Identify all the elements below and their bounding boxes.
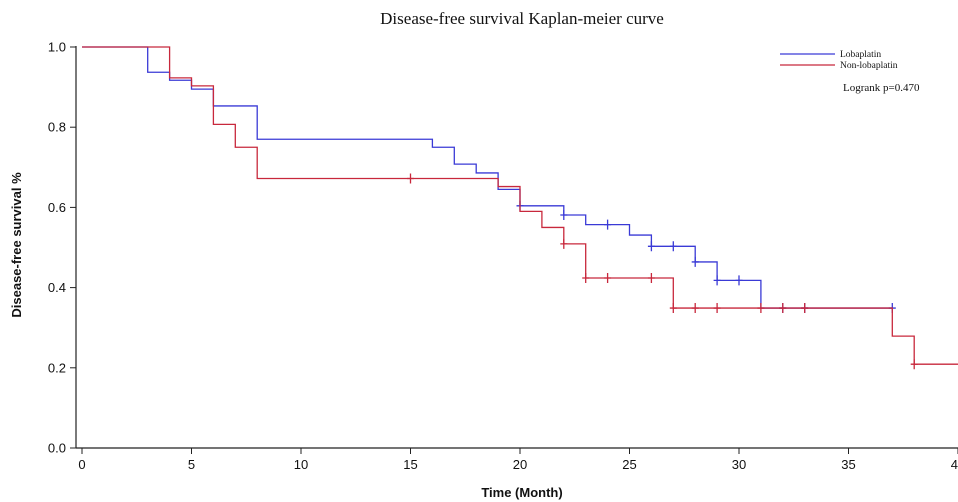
censor-mark-lobaplatin-4: [669, 241, 677, 252]
series-layer: [82, 46, 958, 370]
y-ticks: 0.0 0.2 0.4 0.6 0.8 1.0: [48, 40, 76, 456]
censor-mark-lobaplatin-5: [691, 256, 699, 267]
censor-mark-lobaplatin-2: [604, 219, 612, 230]
y-tick-label-0.2: 0.2: [48, 360, 66, 375]
x-tick-label-15: 15: [403, 457, 417, 472]
x-tick-label-20: 20: [513, 457, 527, 472]
censor-mark-lobaplatin-7: [735, 275, 743, 286]
y-tick-label-0.6: 0.6: [48, 200, 66, 215]
censor-mark-non-lobaplatin-5: [669, 303, 677, 314]
x-tick-label-40: 40: [951, 457, 958, 472]
legend: Lobaplatin Non-lobaplatin: [780, 50, 898, 71]
x-ticks: 0 5 10 15 20 25 30 35 40: [78, 448, 958, 472]
censor-mark-non-lobaplatin-0: [407, 173, 414, 184]
censor-mark-lobaplatin-1: [560, 210, 568, 221]
legend-label-non-lobaplatin: Non-lobaplatin: [840, 61, 898, 71]
censor-mark-non-lobaplatin-6: [691, 303, 699, 314]
censor-mark-non-lobaplatin-10: [801, 303, 809, 314]
x-axis-label: Time (Month): [481, 485, 562, 500]
censor-mark-non-lobaplatin-9: [779, 303, 787, 314]
km-curve-lobaplatin: [82, 46, 893, 309]
censor-mark-non-lobaplatin-3: [604, 272, 612, 283]
y-tick-label-0.0: 0.0: [48, 441, 66, 456]
censor-mark-lobaplatin-6: [713, 275, 721, 286]
censor-mark-non-lobaplatin-1: [560, 238, 568, 249]
x-tick-label-35: 35: [841, 457, 855, 472]
km-curve-non-lobaplatin: [82, 46, 958, 365]
x-tick-label-25: 25: [622, 457, 636, 472]
censor-mark-lobaplatin-3: [647, 241, 655, 252]
y-tick-label-0.8: 0.8: [48, 120, 66, 135]
x-tick-label-0: 0: [78, 457, 85, 472]
censor-mark-non-lobaplatin-2: [582, 272, 590, 283]
censor-mark-non-lobaplatin-7: [713, 303, 721, 314]
y-tick-label-0.4: 0.4: [48, 280, 66, 295]
y-tick-label-1.0: 1.0: [48, 40, 66, 55]
series-lobaplatin: [82, 46, 896, 314]
x-tick-label-5: 5: [188, 457, 195, 472]
chart-title: Disease-free survival Kaplan-meier curve: [380, 9, 664, 28]
logrank-annotation: Logrank p=0.470: [843, 82, 920, 94]
legend-label-lobaplatin: Lobaplatin: [840, 50, 881, 60]
series-non-lobaplatin: [82, 46, 958, 370]
x-tick-label-10: 10: [294, 457, 308, 472]
censor-mark-non-lobaplatin-8: [757, 303, 765, 314]
x-tick-label-30: 30: [732, 457, 746, 472]
axes: [75, 46, 958, 449]
censor-mark-non-lobaplatin-4: [647, 272, 655, 283]
censor-mark-non-lobaplatin-11: [910, 359, 918, 370]
y-axis-label: Disease-free survival %: [9, 172, 24, 318]
